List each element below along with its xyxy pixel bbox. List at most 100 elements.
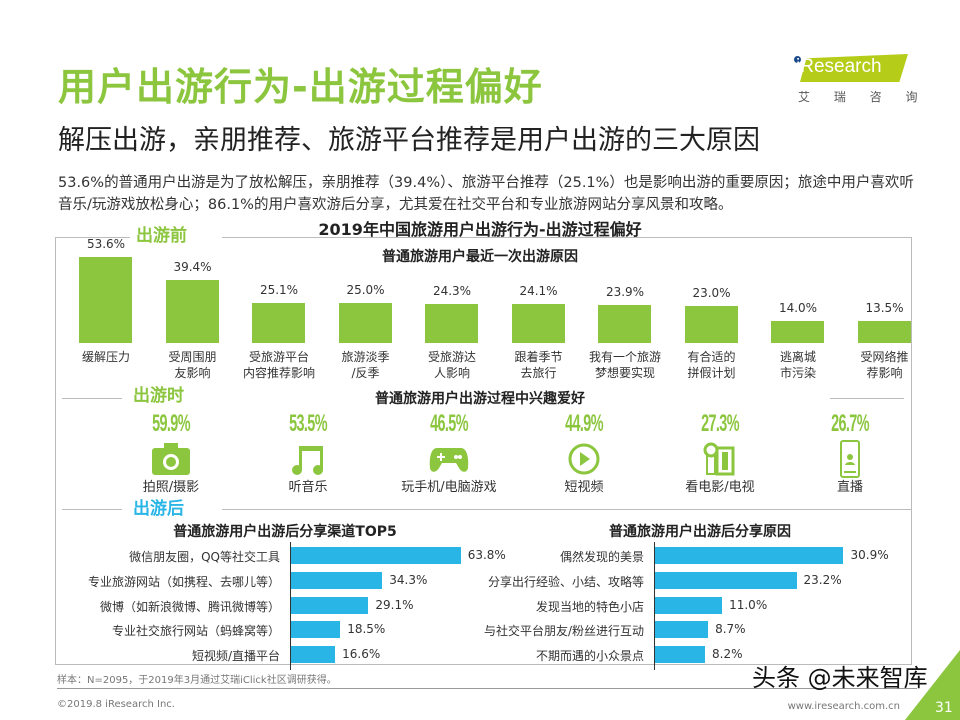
data-label: 18.5% <box>347 622 386 637</box>
phone-live-icon <box>828 440 872 478</box>
bar <box>425 304 478 343</box>
data-label: 30.9% <box>850 548 889 562</box>
page-title: 用户出游行为-出游过程偏好 <box>58 65 543 109</box>
category-label: 受网络推 <box>860 350 909 364</box>
hobby-label: 直播 <box>836 480 863 495</box>
hobby-label: 短视频 <box>564 480 604 495</box>
hobby-value: 26.7% <box>831 410 869 437</box>
category-label: 与社交平台朋友/粉丝进行互动 <box>483 624 644 639</box>
bar <box>655 621 709 639</box>
category-label: 缓解压力 <box>81 350 130 364</box>
logo-cn: 艾 瑞 咨 询 <box>798 90 928 104</box>
logo-brand: iResearch <box>796 56 882 77</box>
data-label: 23.9% <box>605 284 645 299</box>
section-subtitle-share-reasons: 普通旅游用户出游后分享原因 <box>609 524 791 540</box>
data-label: 13.5% <box>865 301 904 316</box>
data-label: 8.7% <box>715 622 746 637</box>
category-label: 我有一个旅游 <box>588 350 661 364</box>
hobby-label: 看电影/电视 <box>685 480 755 495</box>
data-label: 23.0% <box>692 286 731 301</box>
bar <box>655 646 706 664</box>
hobby-label: 听音乐 <box>288 480 328 495</box>
bar <box>598 304 651 343</box>
page-subtitle: 解压出游，亲朋推荐、旅游平台推荐是用户出游的三大原因 <box>58 125 760 156</box>
play-circle-icon <box>562 441 606 477</box>
category-label: 微信朋友圈，QQ等社交工具 <box>129 550 280 564</box>
data-label: 23.2% <box>803 572 842 587</box>
data-label: 24.1% <box>519 284 558 299</box>
bar <box>655 596 723 614</box>
website: www.iresearch.com.cn <box>787 701 900 712</box>
category-label: 专业社交旅行网站（蚂蜂窝等） <box>111 624 280 639</box>
category-label: 受周围朋 <box>168 350 217 364</box>
hobby-label: 拍照/摄影 <box>142 480 200 495</box>
bar <box>655 571 797 589</box>
chart-frame <box>55 237 912 665</box>
category-label: 有合适的 <box>687 350 736 364</box>
hobby-value: 59.9% <box>152 410 190 437</box>
gamepad-icon <box>427 441 471 477</box>
category-label: 梦想要实现 <box>594 366 655 380</box>
chart-title: 2019年中国旅游用户出游行为-出游过程偏好 <box>318 220 642 239</box>
hobby-value: 53.5% <box>289 410 327 437</box>
bar <box>338 303 392 343</box>
bar <box>291 547 461 564</box>
category-label: /反季 <box>351 366 380 380</box>
data-label: 8.2% <box>712 647 743 662</box>
category-label: 友影响 <box>174 366 211 380</box>
sample-note: 样本：N=2095，于2019年3月通过艾瑞iClick社区调研获得。 <box>57 675 337 686</box>
data-label: 53.6% <box>86 237 126 252</box>
bar <box>252 302 305 343</box>
bar <box>291 646 336 664</box>
logo: iResearch 艾 瑞 咨 询 <box>790 50 917 106</box>
section-label-during: 出游时 <box>127 386 190 406</box>
category-label: 旅游淡季 <box>341 350 390 364</box>
bar <box>655 547 844 564</box>
section-subtitle-channels: 普通旅游用户出游后分享渠道TOP5 <box>173 524 397 540</box>
bar <box>79 257 132 343</box>
category-label: 荐影响 <box>866 366 903 380</box>
category-label: 跟着季节 <box>514 350 563 364</box>
category-label: 市污染 <box>779 366 816 380</box>
hobby-value: 27.3% <box>701 410 739 437</box>
data-label: 34.3% <box>389 572 428 587</box>
copyright: ©2019.8 iResearch Inc. <box>57 699 175 710</box>
data-label: 25.1% <box>259 282 299 297</box>
hobby-label: 玩手机/电脑游戏 <box>401 480 497 495</box>
section-subtitle-reasons: 普通旅游用户最近一次出游原因 <box>382 249 578 265</box>
category-label: 偶然发现的美景 <box>559 550 644 564</box>
hobby-value: 46.5% <box>430 410 468 437</box>
watermark: 头条 @未来智库 <box>752 664 928 692</box>
category-label: 去旅行 <box>520 366 557 380</box>
category-label: 短视频/直播平台 <box>191 649 280 664</box>
page-number: 31 <box>935 700 953 716</box>
category-label: 发现当地的特色小店 <box>535 599 644 614</box>
film-icon <box>698 441 742 477</box>
bar <box>511 304 565 343</box>
data-label: 39.4% <box>173 259 212 274</box>
bar <box>291 596 369 614</box>
data-label: 25.0% <box>346 283 385 297</box>
camera-icon <box>149 441 193 477</box>
category-label: 受旅游平台 <box>248 350 309 364</box>
bar <box>857 321 911 343</box>
category-label: 分享出行经验、小结、攻略等 <box>487 574 644 589</box>
hobby-value: 44.9% <box>565 410 603 437</box>
section-label-before: 出游前 <box>130 226 193 246</box>
data-label: 63.8% <box>467 548 506 562</box>
summary-paragraph: 53.6%的普通用户出游是为了放松解压，亲朋推荐（39.4%）、旅游平台推荐（2… <box>58 175 914 213</box>
data-label: 14.0% <box>778 300 818 315</box>
category-label: 逃离城 <box>779 350 816 364</box>
bar <box>291 621 341 639</box>
bar <box>291 571 383 589</box>
bar <box>165 279 219 343</box>
data-label: 24.3% <box>432 284 472 299</box>
data-label: 11.0% <box>729 597 768 612</box>
section-label-after: 出游后 <box>127 499 190 519</box>
data-label: 16.6% <box>342 647 381 662</box>
bar <box>771 320 824 343</box>
category-label: 专业旅游网站（如携程、去哪儿等） <box>87 574 280 589</box>
bar <box>684 306 738 343</box>
music-note-icon <box>286 441 330 477</box>
category-label: 人影响 <box>433 366 470 380</box>
